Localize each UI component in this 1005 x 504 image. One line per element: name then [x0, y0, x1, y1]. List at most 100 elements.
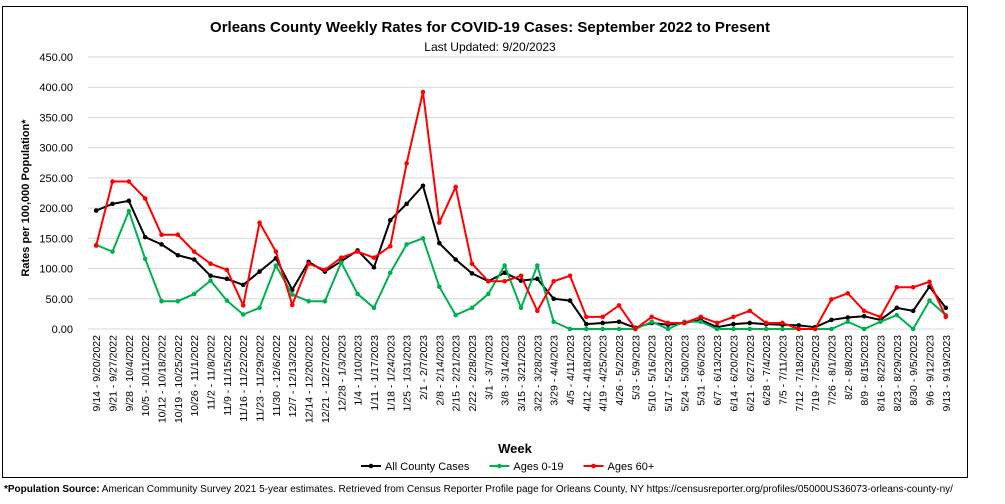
data-point-ages-0-19	[649, 319, 655, 325]
x-tick-label: 3/22 - 3/28/2023	[532, 335, 544, 412]
data-point-all-county-cases	[469, 271, 475, 276]
data-point-ages-0-19	[191, 291, 197, 297]
data-point-all-county-cases	[224, 276, 230, 282]
data-point-ages-0-19	[257, 305, 262, 311]
data-point-ages-0-19	[747, 326, 753, 332]
data-point-ages-0-19	[910, 326, 916, 332]
legend-marker-ages-60	[591, 463, 596, 469]
data-point-ages-60	[878, 314, 883, 320]
data-point-ages-60	[633, 326, 638, 332]
data-point-ages-0-19	[437, 284, 442, 289]
series-lines	[93, 89, 949, 332]
data-point-ages-0-19	[159, 298, 164, 304]
data-point-ages-60	[584, 314, 589, 320]
data-point-ages-0-19	[878, 319, 883, 325]
data-point-ages-60	[682, 320, 687, 326]
data-point-ages-0-19	[927, 298, 932, 303]
x-tick-label: 7/12 - 7/18/2023	[794, 335, 806, 412]
x-tick-label: 9/21 - 9/27/2022	[108, 335, 120, 412]
x-tick-label: 4/12 - 4/18/2023	[581, 335, 593, 412]
x-tick-label: 3/1 - 3/7/2023	[483, 335, 495, 400]
x-tick-label: 11/23 - 11/29/2022	[255, 335, 267, 422]
data-point-all-county-cases	[551, 296, 556, 302]
data-point-ages-60	[502, 278, 507, 284]
data-point-ages-60	[567, 273, 573, 279]
series-line-ages-0-19	[95, 210, 947, 330]
y-tick-label: 350.00	[39, 112, 73, 124]
x-tick-label: 5/3 - 5/9/2023	[630, 335, 642, 400]
data-point-ages-0-19	[208, 278, 213, 283]
y-axis-ticks: 0.00 50.00 100.00 150.00 200.00 250.00 300.00 3…	[39, 52, 73, 336]
data-point-ages-60	[224, 267, 230, 273]
data-point-ages-0-19	[731, 326, 736, 332]
data-point-ages-0-19	[322, 298, 328, 304]
x-tick-label: 5/17 - 5/23/2023	[663, 335, 675, 412]
data-point-ages-60	[649, 314, 655, 320]
data-point-ages-60	[829, 297, 834, 302]
data-point-ages-60	[191, 249, 197, 254]
data-point-ages-0-19	[584, 326, 589, 332]
x-tick-label: 11/16 - 11/22/2022	[238, 335, 250, 422]
legend-marker-all-county-cases	[368, 463, 374, 469]
x-tick-label: 9/28 - 10/4/2022	[124, 335, 136, 412]
data-point-ages-60	[306, 261, 311, 267]
data-point-all-county-cases	[747, 320, 753, 326]
data-point-ages-0-19	[126, 208, 132, 214]
y-tick-label: 150.00	[39, 233, 73, 245]
data-point-all-county-cases	[502, 270, 507, 276]
data-point-all-county-cases	[829, 317, 834, 323]
data-point-ages-0-19	[142, 256, 148, 262]
data-point-all-county-cases	[387, 217, 393, 223]
data-point-ages-60	[142, 196, 148, 201]
data-point-ages-60	[469, 261, 475, 267]
x-tick-label: 6/28 - 7/4/2023	[761, 335, 773, 406]
x-tick-label: 1/18 - 1/24/2023	[385, 335, 397, 412]
data-point-all-county-cases	[453, 257, 458, 262]
data-point-ages-60	[355, 249, 360, 254]
data-point-ages-60	[175, 232, 181, 238]
data-point-ages-60	[731, 314, 736, 320]
x-tick-label: 11/30 - 12/6/2022	[271, 335, 283, 417]
y-tick-label: 250.00	[39, 173, 73, 185]
data-point-all-county-cases	[126, 198, 132, 204]
x-tick-label: 1/4 - 1/10/2023	[353, 335, 365, 406]
data-point-ages-60	[240, 303, 246, 308]
x-tick-label: 2/8 - 2/14/2023	[434, 335, 446, 406]
x-tick-label: 11/9 - 11/15/2022	[222, 335, 234, 416]
footnote-label: *Population Source:	[4, 484, 100, 495]
x-tick-label: 1/11 - 1/17/2023	[369, 335, 381, 411]
data-point-ages-0-19	[486, 291, 491, 297]
x-tick-label: 10/5 - 10/11/2022	[140, 335, 152, 417]
chart: Orleans County Weekly Rates for COVID-19…	[20, 19, 954, 473]
chart-subtitle: Last Updated: 9/20/2023	[424, 40, 556, 54]
data-point-ages-0-19	[404, 242, 409, 247]
data-point-ages-60	[110, 179, 115, 184]
data-point-all-county-cases	[93, 208, 99, 213]
data-point-ages-60	[420, 89, 426, 95]
data-point-ages-60	[780, 320, 785, 326]
data-point-ages-0-19	[845, 319, 851, 325]
data-point-ages-0-19	[175, 298, 181, 304]
gridlines	[88, 56, 954, 330]
data-point-ages-0-19	[338, 260, 344, 265]
data-point-all-county-cases	[567, 298, 573, 303]
x-axis-ticks: 9/14 - 9/20/2022 9/21 - 9/27/2022 9/28 - 1…	[91, 335, 953, 423]
data-point-ages-0-19	[600, 326, 605, 332]
x-tick-label: 7/19 - 7/25/2023	[810, 335, 822, 412]
data-point-all-county-cases	[191, 257, 197, 262]
data-point-ages-60	[486, 278, 491, 284]
data-point-ages-0-19	[714, 326, 720, 332]
y-tick-label: 200.00	[39, 203, 73, 215]
x-tick-label: 9/14 - 9/20/2022	[91, 335, 103, 412]
data-point-all-county-cases	[208, 273, 213, 279]
y-tick-label: 400.00	[39, 82, 73, 94]
x-tick-label: 5/31 - 6/6/2023	[696, 335, 708, 406]
y-tick-label: 450.00	[39, 52, 73, 64]
x-tick-label: 2/15 - 2/21/2023	[451, 335, 463, 412]
x-tick-label: 7/26 - 8/1/2023	[826, 335, 838, 406]
data-point-ages-60	[894, 284, 900, 290]
y-tick-label: 0.00	[52, 324, 73, 336]
data-point-ages-60	[714, 320, 720, 326]
legend-label-all-county-cases: All County Cases	[385, 461, 470, 473]
data-point-ages-0-19	[289, 292, 295, 297]
